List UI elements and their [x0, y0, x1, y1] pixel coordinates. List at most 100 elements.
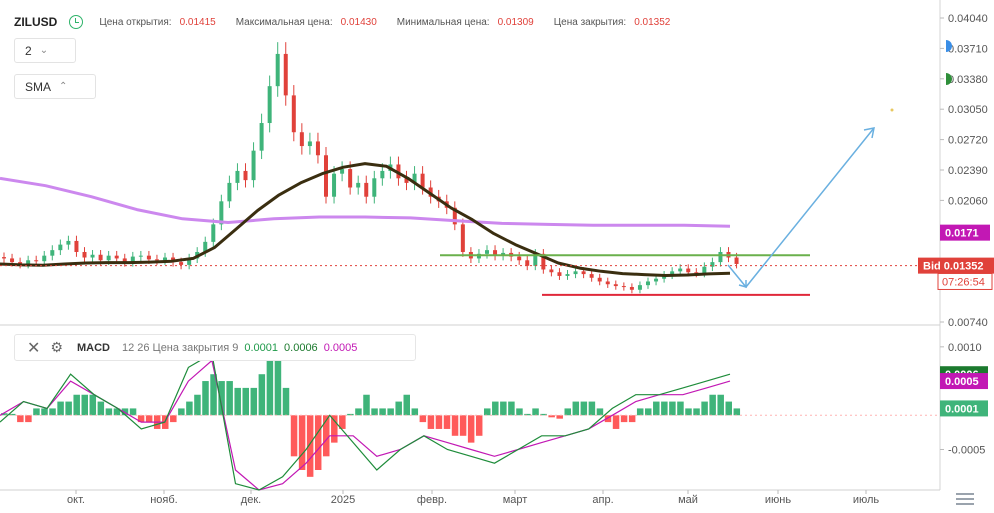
candle-body — [10, 258, 15, 263]
macd-bar — [677, 401, 684, 416]
macd-bar — [628, 415, 636, 423]
interval-select[interactable]: 2 ⌄ — [14, 38, 76, 63]
y-tick-label: 0.02720 — [948, 135, 988, 147]
candle-body — [299, 132, 304, 147]
macd-bar — [596, 408, 604, 416]
macd-bar — [379, 408, 386, 416]
macd-bar — [17, 415, 24, 423]
candle-body — [637, 285, 642, 290]
candle-body — [533, 253, 538, 266]
candle-body — [718, 251, 723, 263]
macd-bar — [733, 408, 741, 416]
macd-bar — [282, 387, 290, 416]
macd-bar — [636, 408, 644, 416]
candle-body — [315, 141, 320, 156]
candle-body — [219, 201, 224, 225]
candle-body — [420, 173, 425, 188]
candle-body — [18, 262, 23, 264]
macd-bar — [451, 415, 459, 436]
macd-histogram — [1, 360, 741, 477]
macd-y-tick-label: -0.0005 — [948, 444, 985, 456]
candle-body — [307, 141, 312, 147]
macd-signal-line — [0, 359, 731, 491]
candle-body — [146, 255, 151, 260]
x-tick-label: окт. — [67, 494, 85, 506]
candle-body — [82, 251, 87, 258]
candle-body — [557, 272, 562, 276]
candle-body — [106, 255, 111, 261]
candle-body — [243, 170, 248, 181]
gear-icon[interactable]: ⚙ — [50, 339, 63, 355]
candle-body — [485, 250, 489, 254]
candle-body — [324, 155, 328, 197]
macd-value-2: 0.0006 — [284, 341, 318, 354]
candle-body — [34, 260, 39, 262]
sma-fast-line — [0, 162, 731, 277]
macd-bar — [524, 413, 531, 416]
macd-bar — [403, 394, 410, 416]
candle-body — [154, 259, 159, 261]
macd-bar — [65, 401, 72, 416]
macd-bar — [186, 401, 193, 416]
y-tick-label: 0.03710 — [948, 43, 988, 55]
candle-body — [646, 281, 650, 286]
candle-body — [251, 150, 256, 181]
candle-body — [549, 269, 554, 273]
macd-value-1: 0.0001 — [244, 341, 279, 354]
high-value: 0.01430 — [340, 16, 377, 28]
projection-arrowhead — [863, 127, 875, 139]
projection-path — [727, 127, 875, 289]
macd-bar — [234, 387, 241, 416]
macd-bar — [290, 415, 298, 457]
y-tick-label: 0.03050 — [948, 104, 988, 116]
candle-body — [2, 257, 6, 259]
price-tag-text: 0.0171 — [945, 228, 979, 240]
x-tick-label: июнь — [765, 494, 791, 506]
x-tick-label: нояб. — [150, 494, 178, 506]
candle-body — [565, 274, 570, 276]
close-icon[interactable]: ✕ — [27, 339, 41, 357]
candle-body — [340, 169, 345, 174]
y-tick-label: 0.03380 — [948, 74, 988, 86]
candle-body — [573, 271, 578, 275]
macd-bar — [1, 413, 8, 416]
macd-bar — [210, 374, 217, 416]
candle-body — [452, 207, 457, 225]
y-tick-label: 0.02060 — [948, 195, 988, 207]
candle-body — [589, 274, 594, 278]
macd-bar — [242, 387, 249, 416]
macd-value-tag-text: 0.0005 — [945, 376, 979, 388]
macd-bar — [492, 401, 499, 416]
macd-bar — [717, 394, 724, 416]
candle-body — [710, 262, 715, 267]
open-value: 0.01415 — [179, 16, 216, 28]
macd-bar — [395, 401, 402, 416]
macd-bar — [226, 381, 233, 416]
candle-body — [74, 240, 79, 252]
macd-bar — [218, 381, 225, 416]
candle-body — [275, 53, 280, 87]
x-tick-label: март — [503, 494, 528, 506]
candle-body — [267, 86, 272, 124]
clock-icon[interactable] — [69, 15, 84, 29]
macd-bar — [347, 413, 354, 416]
alert-marker-blue — [946, 40, 952, 52]
candle-body — [597, 277, 602, 282]
y-tick-label: 0.02390 — [948, 165, 988, 177]
candle-body — [42, 255, 47, 262]
candle-body — [686, 268, 691, 273]
candle-body — [734, 257, 739, 264]
indicator-toggle[interactable]: SMA ⌃ — [14, 74, 96, 99]
macd-bar — [588, 401, 596, 416]
candle-body — [259, 123, 264, 151]
macd-value-tag — [940, 400, 988, 417]
candle-body — [122, 258, 127, 263]
candle-body — [605, 281, 610, 285]
candle-body — [66, 240, 71, 245]
candle-body — [235, 170, 240, 183]
close-label: Цена закрытия: — [553, 16, 627, 28]
macd-bar — [145, 415, 153, 423]
macd-bar — [57, 401, 64, 416]
settings-icon[interactable] — [956, 491, 976, 507]
